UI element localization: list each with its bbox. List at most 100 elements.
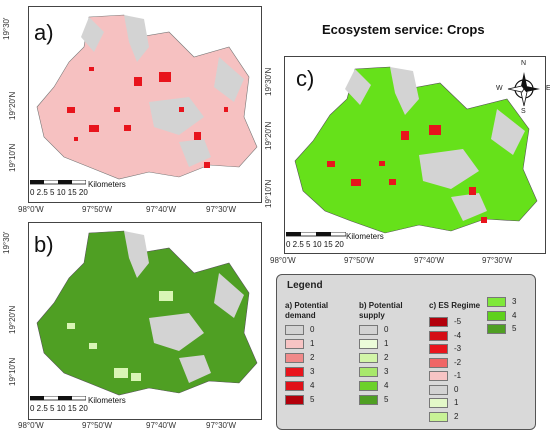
scalebar-b: 0 2.5 5 10 15 20: [30, 396, 88, 413]
lon-tick-a-2: 97°50'W: [82, 205, 113, 214]
legend-regime-item: 5: [487, 324, 516, 334]
panel-label-b: b): [34, 232, 54, 257]
legend-regime-item: 3: [487, 297, 516, 307]
legend-title: Legend: [287, 280, 323, 291]
gray-area-a1: [124, 15, 149, 62]
legend-regime-item: 4: [487, 310, 517, 321]
legend-demand-label: 2: [310, 353, 315, 363]
lon-tick-a-1: 98°0'W: [18, 205, 44, 214]
gray-area-b2: [149, 313, 204, 351]
lon-tick-c-2: 97°50'W: [344, 256, 375, 265]
legend-regime-label: -5: [454, 317, 462, 327]
legend-supply-label: 2: [384, 353, 389, 363]
lat-tick-c-3: 19°10'N: [264, 179, 273, 208]
scalebar-c-unit: Kilometers: [346, 232, 384, 241]
map-panel-a: [28, 6, 262, 203]
legend-demand-swatch: [285, 339, 304, 349]
legend-regime-item: 2: [429, 411, 459, 422]
legend-regime-label: -1: [454, 371, 462, 381]
legend-regime-label: -3: [454, 344, 462, 354]
panel-label-a: a): [34, 20, 54, 45]
region-outline-a: [36, 14, 258, 180]
legend-regime-swatch: [487, 310, 506, 321]
legend-regime-swatch: [487, 297, 506, 307]
scalebar-c-ticks: 0 2.5 5 10 15 20: [286, 240, 344, 249]
map-panel-b: [28, 222, 262, 420]
legend-demand-item: 2: [285, 353, 314, 363]
legend-regime-label: 0: [454, 384, 459, 394]
legend-demand-item: 1: [285, 339, 314, 349]
legend-demand-label: 3: [310, 367, 315, 377]
legend-regime-label: 2: [454, 411, 459, 421]
lon-tick-c-4: 97°30'W: [482, 256, 513, 265]
gray-area-b1: [124, 231, 149, 278]
legend-regime-label: 3: [512, 297, 517, 307]
gray-area-c1: [390, 67, 419, 115]
map-b-svg: [36, 230, 258, 396]
legend-demand-label: 4: [310, 381, 315, 391]
legend-demand-swatch: [285, 325, 304, 335]
lon-tick-b-4: 97°30'W: [206, 421, 237, 430]
lat-tick-a-3: 19°10'N: [8, 143, 17, 172]
legend-regime-label: -2: [454, 357, 462, 367]
legend-regime-swatch: [429, 371, 448, 381]
lon-tick-c-3: 97°40'W: [414, 256, 445, 265]
lon-tick-c-1: 98°0'W: [270, 256, 296, 265]
legend-supply-item: 3: [359, 367, 388, 377]
legend-supply-swatch: [359, 381, 378, 391]
scalebar-c: 0 2.5 5 10 15 20: [286, 232, 346, 249]
regime-hotspots-c: [327, 125, 487, 223]
north-arrow: N S W E: [496, 60, 550, 115]
legend-supply-label: 5: [384, 395, 389, 405]
legend-regime-item: -3: [429, 344, 461, 354]
legend-supply-header: b) Potential supply: [359, 301, 403, 320]
lat-tick-a-2: 19°20'N: [8, 91, 17, 120]
legend-supply-item: 1: [359, 339, 388, 349]
legend-regime-item: -2: [429, 357, 462, 368]
legend-supply-swatch: [359, 353, 378, 363]
legend-regime-swatch: [487, 324, 506, 334]
legend-regime-swatch: [429, 317, 448, 327]
map-a-svg: [36, 14, 258, 180]
region-outline-c: [294, 66, 538, 234]
legend-demand-item: 3: [285, 367, 314, 377]
gray-area-c3: [451, 193, 487, 221]
legend-supply-swatch: [359, 367, 378, 377]
compass-icon: [507, 72, 540, 107]
supply-light-patches-b: [67, 291, 173, 381]
panel-label-c: c): [296, 66, 315, 91]
legend-regime-header: c) ES Regime: [429, 301, 481, 310]
legend-regime-label: -4: [454, 330, 462, 340]
legend-demand-item: 4: [285, 381, 314, 391]
map-c-svg: [294, 66, 538, 234]
legend-regime-swatch: [429, 344, 448, 354]
legend-regime-swatch: [429, 384, 448, 395]
legend-demand-label: 1: [310, 339, 315, 349]
lon-tick-a-4: 97°30'W: [206, 205, 237, 214]
legend-demand-item: 5: [285, 395, 314, 405]
west-label: W: [496, 85, 503, 92]
legend-demand-swatch: [285, 353, 304, 363]
legend-regime-label: 4: [512, 310, 517, 320]
figure-title: Ecosystem service: Crops: [322, 22, 485, 37]
gray-area-a4: [214, 57, 244, 102]
gray-area-a3: [179, 139, 211, 167]
legend-regime-swatch: [429, 330, 448, 341]
scalebar-a-unit: Kilometers: [88, 180, 126, 189]
east-label: E: [546, 85, 550, 92]
scalebar-a: 0 2.5 5 10 15 20: [30, 180, 88, 197]
demand-hotspots-a: [67, 67, 228, 168]
lon-tick-b-2: 97°50'W: [82, 421, 113, 430]
legend-supply-label: 3: [384, 367, 389, 377]
legend-demand-header: a) Potential demand: [285, 301, 329, 320]
lon-tick-b-1: 98°0'W: [18, 421, 44, 430]
legend-regime-item: 1: [429, 398, 458, 408]
south-label: S: [521, 108, 526, 115]
region-outline-b: [36, 230, 258, 396]
legend-demand-label: 5: [310, 395, 315, 405]
north-label: N: [521, 60, 527, 67]
gray-area-a2: [149, 97, 204, 135]
gray-area-c5: [345, 69, 371, 105]
legend-supply-swatch: [359, 325, 378, 335]
legend-demand-swatch: [285, 395, 304, 405]
